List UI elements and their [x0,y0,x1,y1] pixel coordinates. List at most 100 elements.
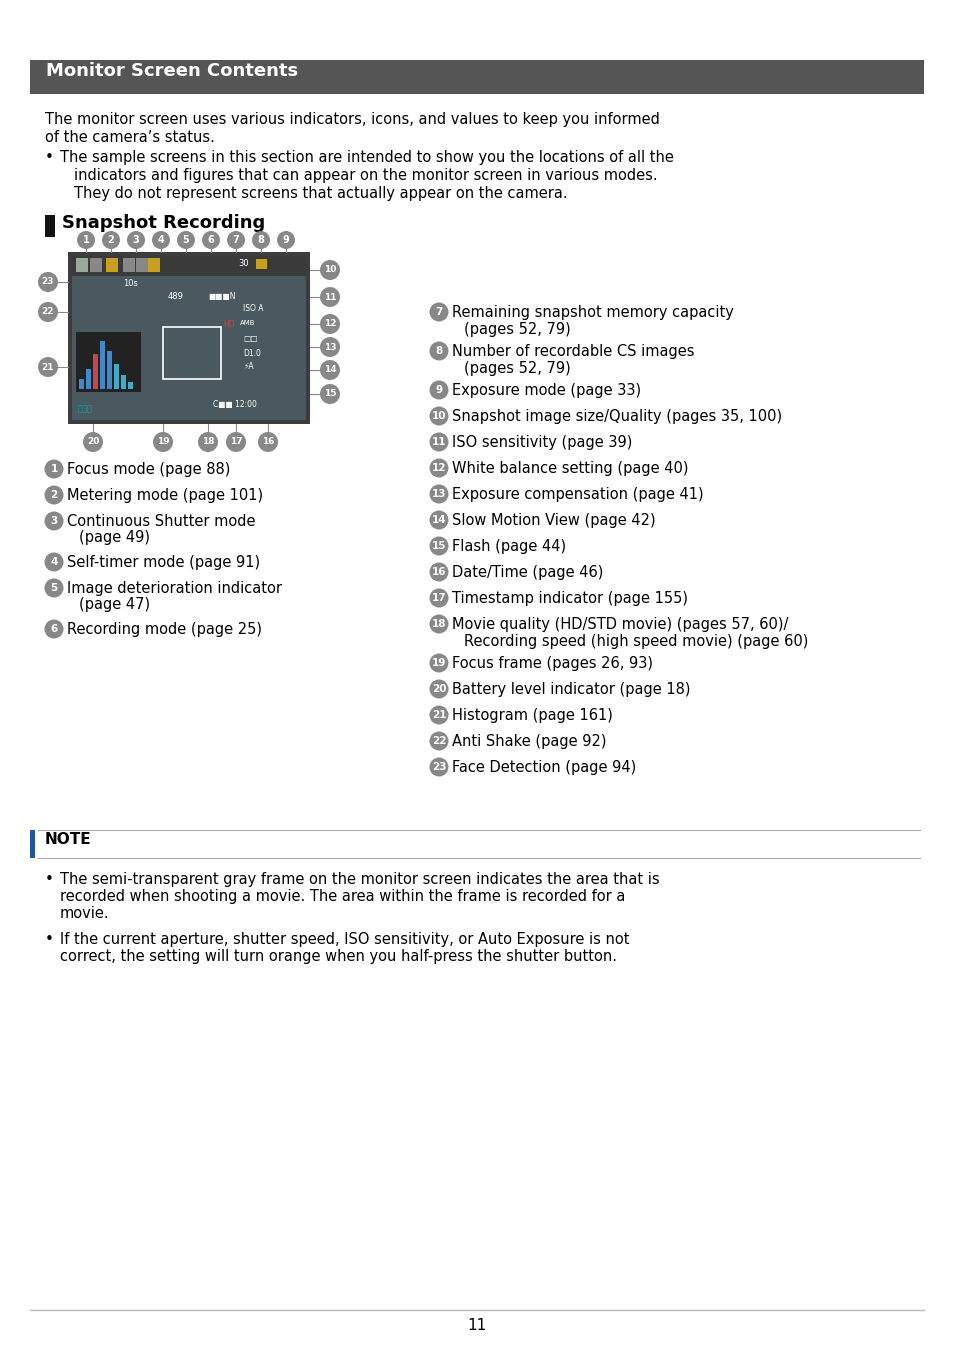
Text: White balance setting (page 40): White balance setting (page 40) [452,461,688,476]
Bar [30,830,35,858]
Text: 11: 11 [467,1318,486,1333]
Text: indicators and figures that can appear on the monitor screen in various modes.: indicators and figures that can appear o… [74,168,657,183]
Text: Timestamp indicator (page 155): Timestamp indicator (page 155) [452,592,687,607]
Text: The sample screens in this section are intended to show you the locations of all: The sample screens in this section are i… [60,151,673,166]
Circle shape [429,484,448,503]
Text: The monitor screen uses various indicators, icons, and values to keep you inform: The monitor screen uses various indicato… [45,113,659,128]
Text: Image deterioration indicator: Image deterioration indicator [67,581,282,596]
Text: Snapshot image size/Quality (pages 35, 100): Snapshot image size/Quality (pages 35, 1… [452,408,781,423]
Circle shape [227,231,245,248]
Text: 15: 15 [432,541,446,551]
Text: 8: 8 [435,346,442,356]
Text: 9: 9 [282,235,289,246]
Text: Focus mode (page 88): Focus mode (page 88) [67,461,230,478]
Circle shape [429,380,448,399]
Bar [76,258,88,271]
Text: 11: 11 [432,437,446,446]
Text: 18: 18 [201,437,214,446]
Text: 5: 5 [182,235,190,246]
Circle shape [38,357,58,377]
Text: Battery level indicator (page 18): Battery level indicator (page 18) [452,683,690,697]
Circle shape [257,432,277,452]
Text: 16: 16 [261,437,274,446]
Circle shape [45,486,64,505]
Text: The semi-transparent gray frame on the monitor screen indicates the area that is: The semi-transparent gray frame on the m… [60,873,659,887]
Circle shape [319,384,339,404]
Bar [107,351,112,389]
Text: They do not represent screens that actually appear on the camera.: They do not represent screens that actua… [74,186,567,201]
Text: ISO A: ISO A [243,304,263,313]
Text: (page 47): (page 47) [79,597,150,612]
Text: 22: 22 [432,735,446,746]
Bar [68,252,310,423]
Text: 18: 18 [432,619,446,630]
Text: Self-timer mode (page 91): Self-timer mode (page 91) [67,555,260,570]
Text: Flash (page 44): Flash (page 44) [452,539,565,554]
Circle shape [77,231,95,248]
Text: 10: 10 [432,411,446,421]
Circle shape [319,337,339,357]
Circle shape [429,615,448,634]
Bar [79,379,84,389]
Text: 9: 9 [435,385,442,395]
Text: •: • [45,873,53,887]
Circle shape [152,231,170,248]
Text: Snapshot Recording: Snapshot Recording [62,214,265,232]
Text: 19: 19 [156,437,169,446]
Text: Histogram (page 161): Histogram (page 161) [452,708,612,723]
Text: 1: 1 [83,235,90,246]
Bar [100,341,105,389]
Text: 12: 12 [432,463,446,474]
Text: 20: 20 [87,437,99,446]
Text: 21: 21 [42,362,54,372]
Text: 6: 6 [51,624,57,634]
Circle shape [429,757,448,776]
Bar [113,364,119,389]
Text: Recording mode (page 25): Recording mode (page 25) [67,622,262,636]
Text: Slow Motion View (page 42): Slow Motion View (page 42) [452,513,655,528]
Text: Number of recordable CS images: Number of recordable CS images [452,345,694,360]
Text: •: • [45,932,53,947]
Text: ■■■N: ■■■N [208,292,235,301]
Circle shape [45,512,64,531]
Text: ㏋㏋㏋: ㏋㏋㏋ [78,404,92,413]
Text: C■■ 12:00: C■■ 12:00 [213,400,256,408]
Text: 4: 4 [51,556,57,567]
Text: •: • [45,151,53,166]
Circle shape [429,303,448,322]
Circle shape [226,432,246,452]
Circle shape [429,459,448,478]
Circle shape [429,680,448,699]
Circle shape [429,654,448,673]
Circle shape [127,231,145,248]
Bar [92,354,98,389]
Circle shape [276,231,294,248]
Circle shape [45,620,64,639]
Bar [30,60,923,94]
Text: 2: 2 [51,490,57,499]
Text: 17: 17 [432,593,446,603]
Bar [163,327,221,379]
Circle shape [319,360,339,380]
Text: HD: HD [223,320,234,328]
Text: 7: 7 [233,235,239,246]
Bar [148,258,160,271]
Text: If the current aperture, shutter speed, ISO sensitivity, or Auto Exposure is not: If the current aperture, shutter speed, … [60,932,629,947]
Circle shape [45,552,64,571]
Circle shape [38,303,58,322]
Circle shape [45,578,64,597]
Circle shape [319,286,339,307]
Circle shape [429,342,448,361]
Text: Movie quality (HD/STD movie) (pages 57, 60)/: Movie quality (HD/STD movie) (pages 57, … [452,617,787,632]
Circle shape [152,432,172,452]
Circle shape [319,261,339,280]
Text: Face Detection (page 94): Face Detection (page 94) [452,760,636,775]
Text: 1: 1 [51,464,57,474]
Bar [136,258,148,271]
Text: 6: 6 [208,235,214,246]
Text: movie.: movie. [60,906,110,921]
Text: 10: 10 [323,266,335,274]
Circle shape [429,589,448,608]
Text: D1.0: D1.0 [243,349,260,358]
Circle shape [429,731,448,750]
